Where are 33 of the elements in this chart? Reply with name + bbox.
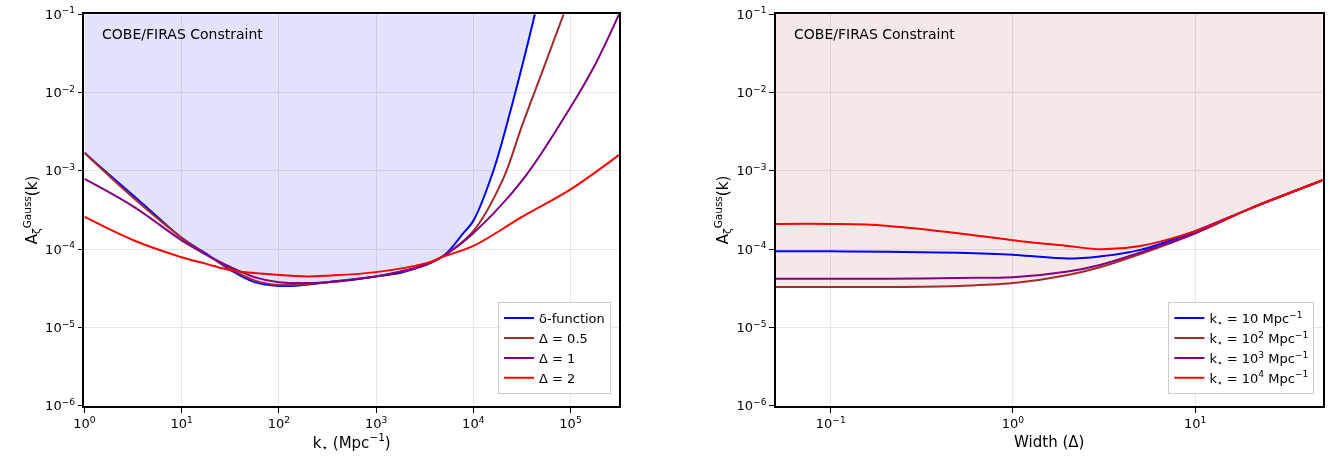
x-tick-label: 10$^{2}$ xyxy=(267,414,291,432)
y-tick-label: 10$^{−3}$ xyxy=(736,161,767,179)
annotation: COBE/FIRAS Constraint xyxy=(794,26,956,42)
y-tick-label: 10$^{−6}$ xyxy=(736,397,767,414)
x-axis-title: k$_{⋆}$ (Mpc$^{−1}$) xyxy=(312,431,391,453)
x-tick-label: 10$^{−1}$ xyxy=(815,414,846,432)
x-tick-label: 10$^{0}$ xyxy=(73,414,96,432)
x-tick-label: 10$^{5}$ xyxy=(559,414,582,432)
y-tick-label: 10$^{−4}$ xyxy=(45,240,76,257)
y-tick-label: 10$^{−6}$ xyxy=(45,397,76,414)
legend-label: k$_{⋆}$ = 10$^{4}$ Mpc$^{−1}$ xyxy=(1209,369,1309,388)
legend-label: Δ = 1 xyxy=(539,350,576,366)
y-tick-label: 10$^{−5}$ xyxy=(736,318,767,336)
x-axis-title: Width (Δ) xyxy=(1014,432,1085,451)
x-tick-label: 10$^{1}$ xyxy=(170,414,193,432)
y-tick-label: 10$^{−1}$ xyxy=(45,5,76,22)
x-tick-label: 10$^{4}$ xyxy=(462,414,485,432)
legend-label: Δ = 2 xyxy=(539,370,576,386)
legend-label: Δ = 0.5 xyxy=(539,331,588,347)
y-tick-label: 10$^{−2}$ xyxy=(45,83,76,101)
legend-label: k$_{⋆}$ = 10$^{3}$ Mpc$^{−1}$ xyxy=(1209,349,1309,368)
y-tick-label: 10$^{−2}$ xyxy=(736,83,767,101)
y-tick-label: 10$^{−3}$ xyxy=(45,161,76,179)
x-tick-label: 10$^{0}$ xyxy=(1001,414,1025,432)
y-tick-label: 10$^{−4}$ xyxy=(736,240,767,257)
x-tick-label: 10$^{3}$ xyxy=(364,414,388,432)
x-tick-label: 10$^{1}$ xyxy=(1184,414,1207,432)
annotation: COBE/FIRAS Constraint xyxy=(102,26,264,42)
legend-label: k$_{⋆}$ = 10$^{2}$ Mpc$^{−1}$ xyxy=(1209,329,1309,348)
legend-label: δ-function xyxy=(539,311,605,327)
legend-label: k$_{⋆}$ = 10 Mpc$^{−1}$ xyxy=(1209,309,1303,328)
y-tick-label: 10$^{−5}$ xyxy=(45,318,76,336)
y-tick-label: 10$^{−1}$ xyxy=(736,5,767,22)
